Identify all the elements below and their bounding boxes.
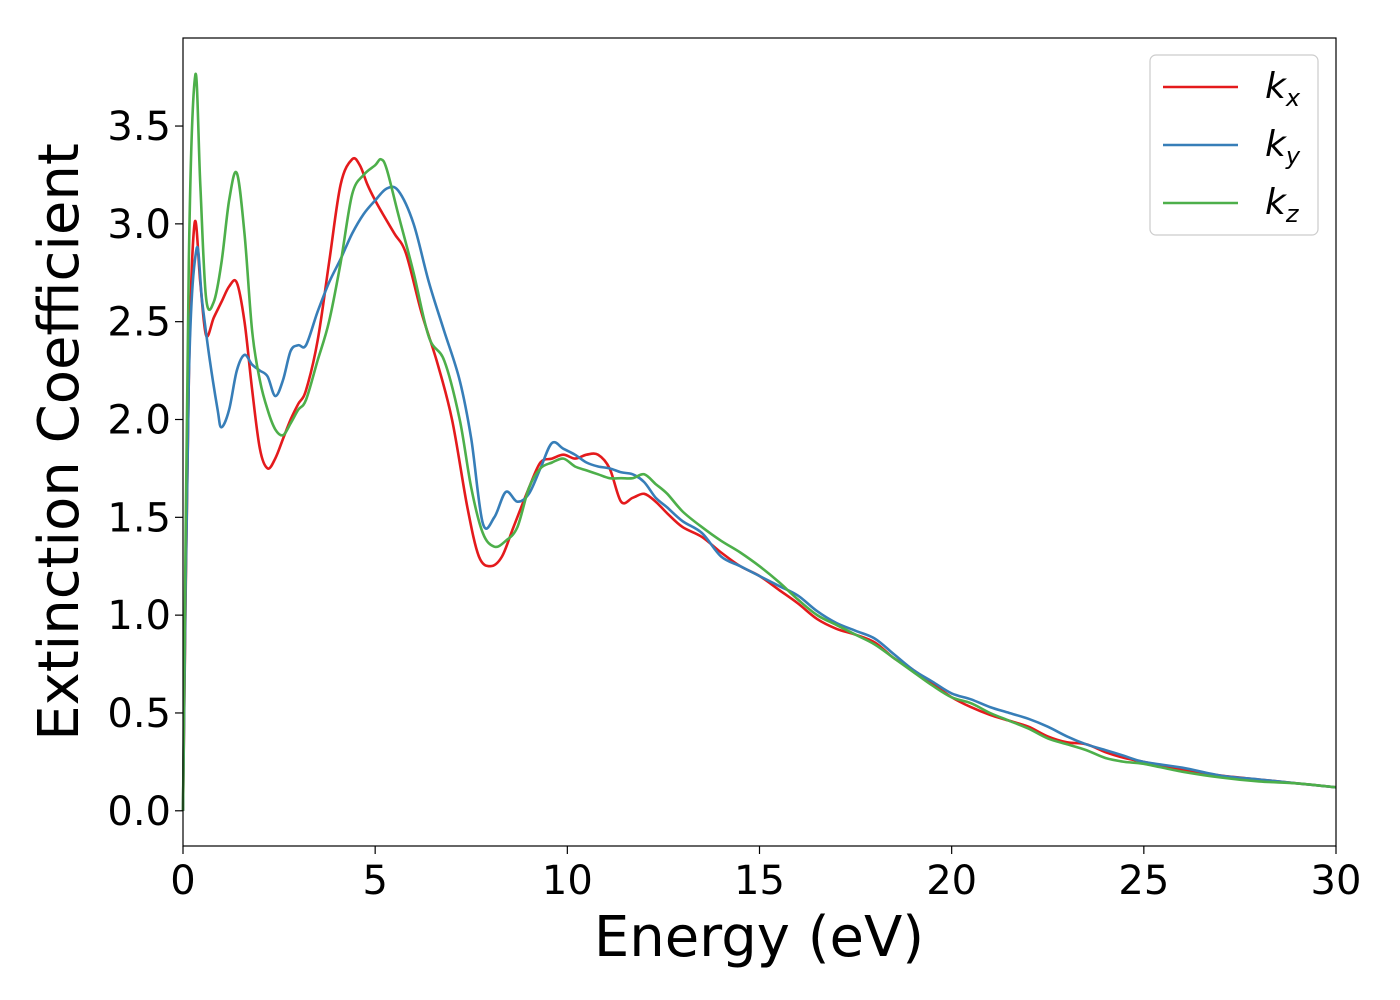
y-tick-label: 1.5 (107, 495, 171, 541)
series-line-x (181, 156, 1337, 811)
x-tick-label: 30 (1311, 858, 1362, 904)
x-tick-label: 10 (542, 858, 593, 904)
x-tick-label: 20 (926, 858, 977, 904)
y-axis-ticks: 0.0 0.5 1.0 1.5 2.0 2.5 3.0 3.5 (107, 104, 183, 835)
x-tick-label: 5 (362, 858, 387, 904)
x-tick-label: 25 (1118, 858, 1169, 904)
legend-label-y: ky (1265, 124, 1301, 170)
x-axis-ticks: 0 5 10 15 20 25 30 (170, 846, 1361, 904)
y-tick-label: 1.0 (107, 593, 171, 639)
plot-lines (181, 72, 1337, 811)
x-tick-label: 0 (170, 858, 195, 904)
series-line-y (181, 185, 1337, 811)
y-tick-label: 0.0 (107, 789, 171, 835)
y-tick-label: 0.5 (107, 691, 171, 737)
y-axis-title: Extinction Coefficient (27, 143, 92, 741)
x-axis-title: Energy (eV) (594, 905, 924, 970)
legend: kx ky kz (1149, 54, 1319, 236)
y-tick-label: 2.5 (107, 300, 171, 346)
legend-label-z: kz (1265, 182, 1300, 228)
series-line-z (181, 72, 1337, 811)
y-tick-label: 2.0 (107, 398, 171, 444)
y-tick-label: 3.5 (107, 104, 171, 150)
x-tick-label: 15 (734, 858, 785, 904)
legend-label-x: kx (1265, 66, 1301, 112)
y-tick-label: 3.0 (107, 202, 171, 248)
